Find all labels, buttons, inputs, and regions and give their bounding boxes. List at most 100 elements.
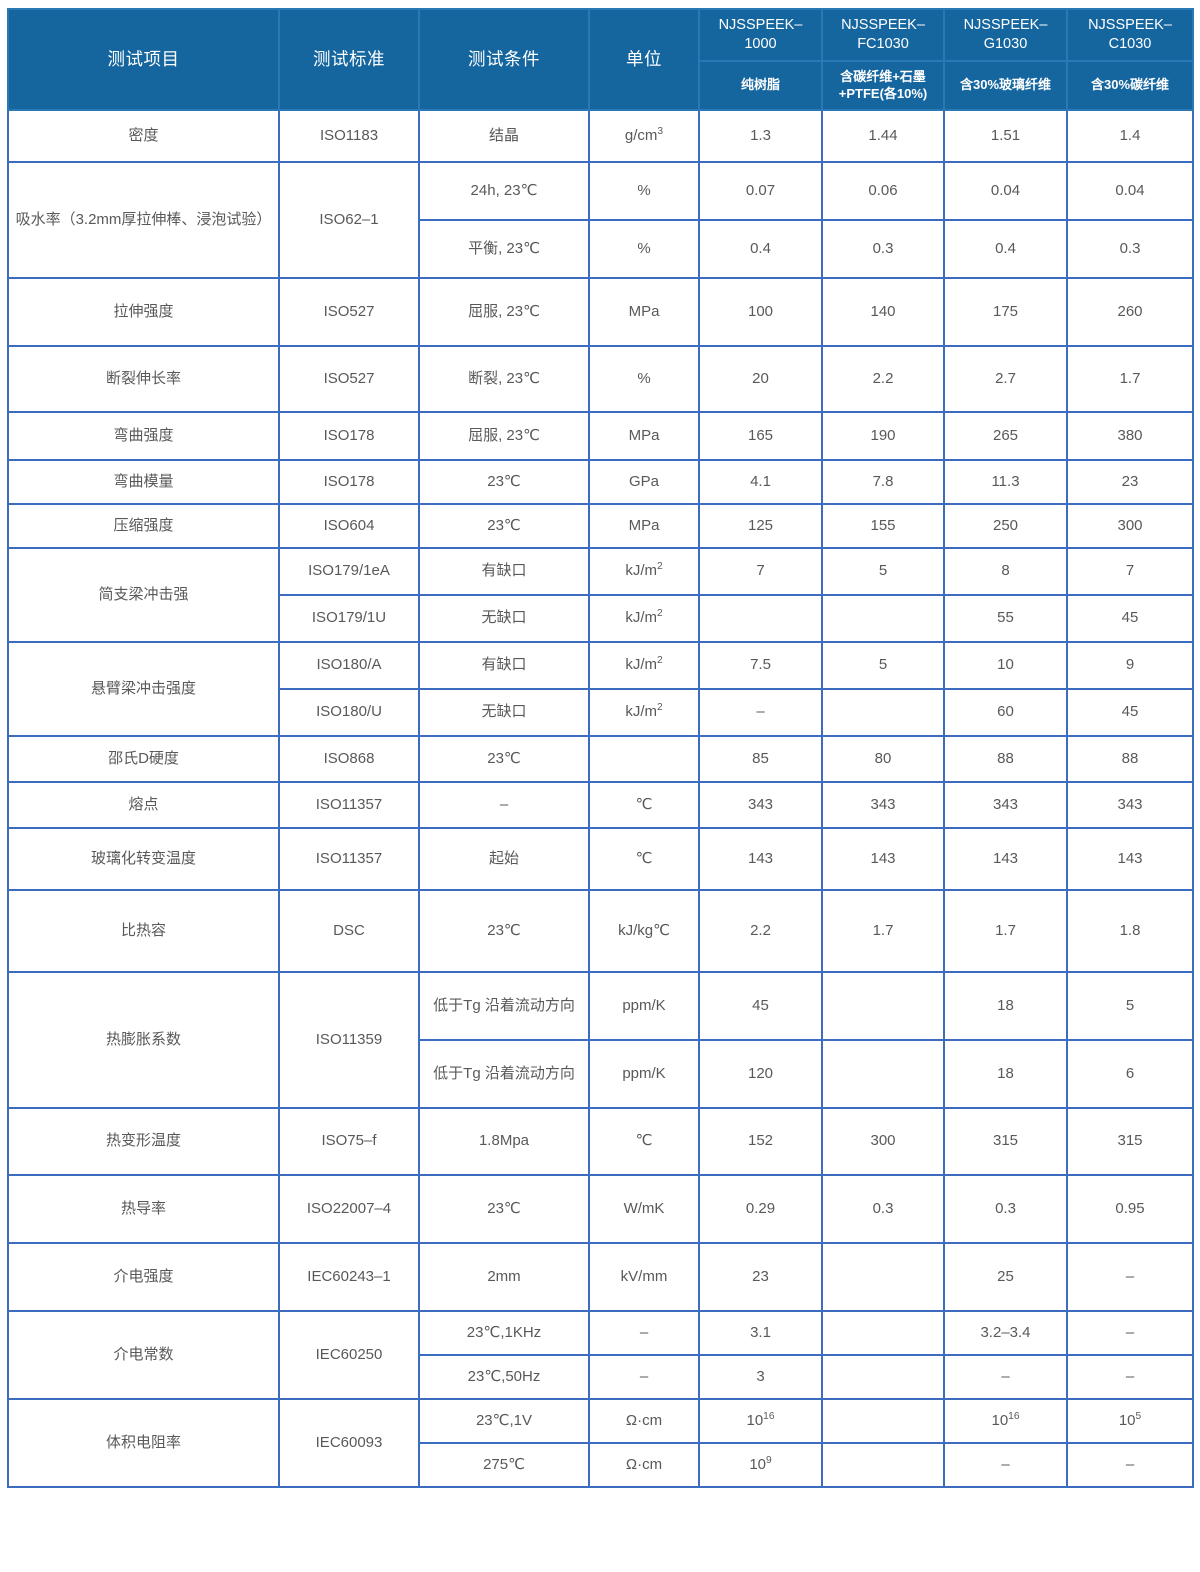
cell-test-condition: 23℃ <box>418 502 590 549</box>
cell-test-standard: IEC60093 <box>278 1397 420 1488</box>
table-row: ISO179/1U 无缺口 kJ/m2 55 45 <box>8 593 1194 643</box>
table-row: ISO180/U 无缺口 kJ/m2– 60 45 <box>8 687 1194 737</box>
cell-test-condition: 1.8Mpa <box>418 1106 590 1176</box>
cell-unit: ppm/K <box>588 970 700 1041</box>
cell-value-grade-2: 1.51 <box>943 108 1068 163</box>
cell-value-grade-2: 143 <box>943 826 1068 891</box>
cell-value-grade-3: – <box>1066 1353 1194 1400</box>
cell-value-grade-3: 0.3 <box>1066 218 1194 279</box>
table-row: 熔点 ISO11357– ℃ 343 343 343 343 <box>7 780 1194 829</box>
cell-unit: Ω·cm <box>588 1441 700 1488</box>
cell-test-item: 热膨胀系数 <box>7 970 280 1109</box>
cell-value-grade-0: 0.4 <box>698 218 823 279</box>
cell-unit: kV/mm <box>588 1241 700 1312</box>
cell-value-grade-1: 140 <box>821 276 945 347</box>
cell-value-grade-3: 45 <box>1066 687 1194 737</box>
table-row: 比热容 DSC 23℃ kJ/kg℃ 2.2 1.7 1.7 1.8 <box>7 888 1194 973</box>
cell-unit: kJ/m2 <box>588 546 700 596</box>
cell-test-item: 热导率 <box>7 1173 280 1244</box>
cell-value-grade-3: – <box>1066 1309 1194 1356</box>
header-grade-code-2: NJSSPEEK– G1030 <box>943 8 1068 62</box>
cell-value-grade-1: 0.3 <box>821 218 945 279</box>
cell-value-grade-0: 152 <box>698 1106 823 1176</box>
table-row: 密度 ISO1183 结晶 g/cm3 1.3 1.44 1.51 1.4 <box>7 108 1194 163</box>
cell-value-grade-0: 23 <box>698 1241 823 1312</box>
cell-test-standard: ISO868 <box>278 734 420 783</box>
header-grade-code-0: NJSSPEEK– 1000 <box>698 8 823 62</box>
cell-value-grade-0: 4.1 <box>698 458 823 505</box>
table-row: 平衡, 23℃% 0.4 0.3 0.4 0.3 <box>8 218 1194 279</box>
cell-value-grade-0: 0.07 <box>698 160 823 221</box>
cell-value-grade-0: 125 <box>698 502 823 549</box>
cell-value-grade-1: 5 <box>821 640 945 690</box>
cell-value-grade-1 <box>821 1353 945 1400</box>
cell-test-item: 弯曲强度 <box>7 410 280 461</box>
cell-test-standard: ISO527 <box>278 276 420 347</box>
cell-test-standard: ISO11359 <box>278 970 420 1109</box>
table-row: 玻璃化转变温度 ISO11357 起始 ℃ 143 143 143 143 <box>7 826 1194 891</box>
cell-unit: ppm/K <box>588 1038 700 1109</box>
table-row: 体积电阻率 IEC60093 23℃,1V Ω·cm 1016 1016 105 <box>7 1397 1194 1488</box>
cell-test-item: 压缩强度 <box>7 502 280 549</box>
header-test-condition: 测试条件 <box>418 8 590 111</box>
cell-test-standard: ISO22007–4 <box>278 1173 420 1244</box>
table-row: 弯曲模量 ISO178 23℃ GPa 4.1 7.8 11.3 23 <box>7 458 1194 505</box>
cell-unit: GPa <box>588 458 700 505</box>
cell-value-grade-2: 0.4 <box>943 218 1068 279</box>
cell-value-grade-1: 80 <box>821 734 945 783</box>
cell-value-grade-0 <box>698 593 823 643</box>
cell-test-standard: ISO178 <box>278 458 420 505</box>
cell-value-grade-1 <box>821 1441 945 1488</box>
cell-test-standard: ISO179/1U <box>278 593 420 643</box>
cell-test-item: 悬臂梁冲击强度 <box>7 640 280 737</box>
table-row: 介电常数 IEC60250 23℃,1KHz –3.1 3.2–3.4– <box>7 1309 1194 1400</box>
cell-test-item: 简支梁冲击强 <box>7 546 280 643</box>
cell-test-standard: IEC60243–1 <box>278 1241 420 1312</box>
cell-test-item: 吸水率（3.2mm厚拉伸棒、浸泡试验） <box>7 160 280 279</box>
cell-value-grade-2: 11.3 <box>943 458 1068 505</box>
cell-value-grade-1 <box>821 970 945 1041</box>
table-row: 简支梁冲击强 ISO179/1eA 有缺口 kJ/m2 7 5 8 7 <box>7 546 1194 643</box>
cell-test-condition: 结晶 <box>418 108 590 163</box>
cell-test-standard: ISO179/1eA <box>278 546 420 596</box>
cell-test-condition: 275℃ <box>418 1441 590 1488</box>
cell-value-grade-2: 343 <box>943 780 1068 829</box>
cell-unit: % <box>588 218 700 279</box>
cell-value-grade-3: 5 <box>1066 970 1194 1041</box>
cell-test-item: 比热容 <box>7 888 280 973</box>
cell-unit: ℃ <box>588 780 700 829</box>
cell-test-condition: 平衡, 23℃ <box>418 218 590 279</box>
cell-test-standard: DSC <box>278 888 420 973</box>
cell-value-grade-2: 2.7 <box>943 344 1068 413</box>
table-row: 拉伸强度 ISO527 屈服, 23℃ MPa 100 140 175 260 <box>7 276 1194 347</box>
cell-value-grade-3: 45 <box>1066 593 1194 643</box>
cell-test-condition: 23℃ <box>418 458 590 505</box>
cell-value-grade-1: 7.8 <box>821 458 945 505</box>
cell-value-grade-3: 343 <box>1066 780 1194 829</box>
cell-test-condition: 23℃ <box>418 1173 590 1244</box>
header-grade-desc-3: 含30%碳纤维 <box>1066 59 1194 111</box>
cell-value-grade-3: 260 <box>1066 276 1194 347</box>
header-grade-desc-2: 含30%玻璃纤维 <box>943 59 1068 111</box>
cell-value-grade-2: 1.7 <box>943 888 1068 973</box>
cell-value-grade-1: 300 <box>821 1106 945 1176</box>
cell-test-condition: – <box>418 780 590 829</box>
cell-value-grade-0: – <box>698 687 823 737</box>
cell-test-condition: 断裂, 23℃ <box>418 344 590 413</box>
cell-unit: % <box>588 160 700 221</box>
cell-value-grade-3: 88 <box>1066 734 1194 783</box>
cell-value-grade-2: 1016 <box>943 1397 1068 1444</box>
cell-value-grade-2: 18 <box>943 970 1068 1041</box>
cell-value-grade-2: 250 <box>943 502 1068 549</box>
table-row: 热膨胀系数 ISO11359 低于Tg 沿着流动方向 ppm/K 45 18 5 <box>7 970 1194 1109</box>
header-row-top: 测试项目 测试标准 测试条件 单位 NJSSPEEK– 1000 NJSSPEEK… <box>7 8 1194 111</box>
table-row: 23℃,50Hz –3– – <box>8 1353 1194 1400</box>
cell-test-condition: 23℃ <box>418 734 590 783</box>
cell-value-grade-0: 343 <box>698 780 823 829</box>
cell-test-condition: 无缺口 <box>418 593 590 643</box>
cell-value-grade-3: 300 <box>1066 502 1194 549</box>
cell-value-grade-3: 105 <box>1066 1397 1194 1444</box>
cell-test-condition: 23℃,1KHz <box>418 1309 590 1356</box>
cell-unit: % <box>588 344 700 413</box>
cell-value-grade-3: 0.95 <box>1066 1173 1194 1244</box>
